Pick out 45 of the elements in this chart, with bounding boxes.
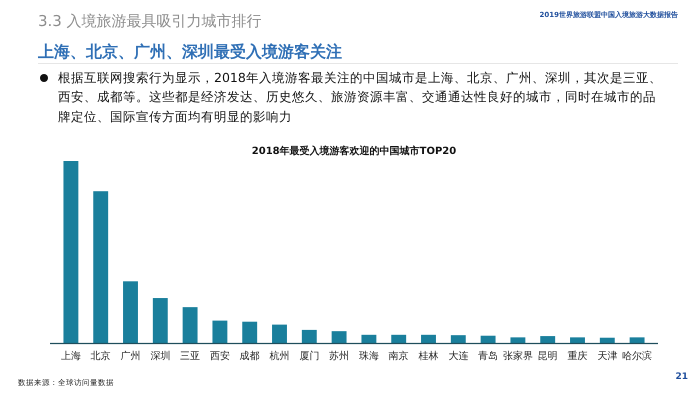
x-tick-label: 厦门 xyxy=(299,350,320,362)
x-tick-label: 三亚 xyxy=(180,351,200,362)
x-tick-label: 珠海 xyxy=(358,350,379,362)
text: 3.3 入境旅游最具吸引力城市排行 xyxy=(38,12,262,31)
bar xyxy=(152,298,168,343)
x-tick-label: 重庆 xyxy=(568,350,588,362)
x-tick-label: 天津 xyxy=(597,350,618,362)
bar xyxy=(182,307,198,343)
x-tick-label: 北京 xyxy=(90,350,111,362)
text: 21 xyxy=(675,372,688,382)
bar xyxy=(302,330,317,343)
x-tick-label: 西安 xyxy=(210,350,230,362)
x-tick-label: 青岛 xyxy=(478,350,498,362)
bar xyxy=(421,334,436,343)
bar xyxy=(391,334,406,343)
x-tick-label: 昆明 xyxy=(538,351,558,362)
bar xyxy=(600,338,615,343)
x-tick-label: 南京 xyxy=(388,350,409,362)
bar xyxy=(361,334,376,343)
x-tick-label: 上海 xyxy=(60,350,81,362)
bar xyxy=(510,337,526,343)
chart-title: 2018年最受入境游客欢迎的中国城市TOP20 xyxy=(252,145,456,157)
x-tick-label: 深圳 xyxy=(150,350,170,362)
x-tick-label: 广州 xyxy=(120,350,140,362)
bar xyxy=(450,335,466,343)
x-tick-label: 桂林 xyxy=(418,350,438,362)
x-tick-label: 杭州 xyxy=(268,350,290,362)
x-tick-label: 成都 xyxy=(240,350,260,362)
bar xyxy=(332,331,347,343)
bar xyxy=(570,337,585,343)
x-tick-label: 哈尔滨 xyxy=(622,350,652,362)
x-tick-label: 张家界 xyxy=(502,350,533,362)
bar xyxy=(93,191,108,343)
text: 根据互联网搜索行为显示，2018年入境游客最关注的中国城市是上海、北京、广州、深圳，其次是三亚、西安、成都等。这些都是经济发达、历史悠久、旅游资源丰富、交通通达性良好的城市，同时在城市的品牌定位、国际宣传方面均有明显的影响力 xyxy=(58,69,663,126)
bar xyxy=(630,337,645,343)
bar xyxy=(272,324,287,343)
x-tick-label: 苏州 xyxy=(329,350,350,362)
x-tick-label: 大连 xyxy=(448,350,468,362)
bar xyxy=(63,161,78,343)
bar xyxy=(480,336,496,343)
bar xyxy=(540,336,556,343)
bar xyxy=(242,322,258,343)
text: 上海、北京、广州、深圳最受入境游客关注 xyxy=(38,42,342,63)
bar xyxy=(212,320,228,343)
bar xyxy=(123,281,138,343)
